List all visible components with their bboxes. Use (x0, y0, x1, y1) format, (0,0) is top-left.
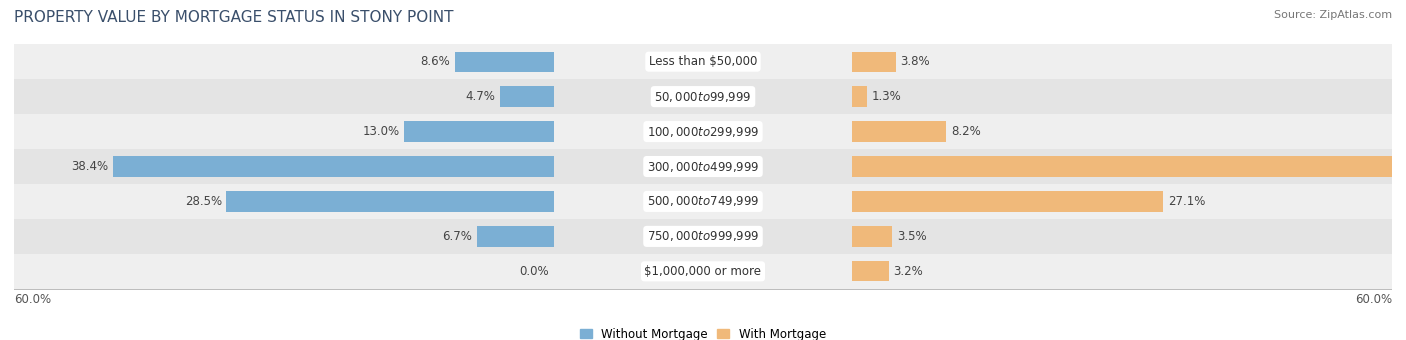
Text: 13.0%: 13.0% (363, 125, 399, 138)
Bar (852, 156, 1406, 177)
Legend: Without Mortgage, With Mortgage: Without Mortgage, With Mortgage (575, 323, 831, 340)
Bar (499, 86, 554, 107)
Text: PROPERTY VALUE BY MORTGAGE STATUS IN STONY POINT: PROPERTY VALUE BY MORTGAGE STATUS IN STO… (14, 10, 454, 25)
Text: 3.5%: 3.5% (897, 230, 927, 243)
Text: $50,000 to $99,999: $50,000 to $99,999 (654, 90, 752, 104)
Bar (852, 226, 893, 246)
Bar (852, 121, 946, 142)
Bar (852, 86, 868, 107)
Bar (14, 184, 1392, 219)
Text: $750,000 to $999,999: $750,000 to $999,999 (647, 230, 759, 243)
Bar (852, 191, 1163, 211)
Bar (14, 149, 1392, 184)
Text: 3.2%: 3.2% (894, 265, 924, 278)
Text: 4.7%: 4.7% (465, 90, 495, 103)
Text: $500,000 to $749,999: $500,000 to $749,999 (647, 194, 759, 208)
Bar (477, 226, 554, 246)
Text: 3.8%: 3.8% (900, 55, 931, 68)
Text: $100,000 to $299,999: $100,000 to $299,999 (647, 124, 759, 139)
Text: 60.0%: 60.0% (1355, 293, 1392, 306)
Text: $300,000 to $499,999: $300,000 to $499,999 (647, 159, 759, 173)
Text: 1.3%: 1.3% (872, 90, 901, 103)
Bar (852, 52, 896, 72)
Text: 60.0%: 60.0% (14, 293, 51, 306)
Bar (14, 114, 1392, 149)
Text: $1,000,000 or more: $1,000,000 or more (644, 265, 762, 278)
Text: 27.1%: 27.1% (1168, 195, 1205, 208)
Bar (456, 52, 554, 72)
Bar (112, 156, 554, 177)
Text: 38.4%: 38.4% (72, 160, 108, 173)
Text: 8.2%: 8.2% (950, 125, 981, 138)
Text: Source: ZipAtlas.com: Source: ZipAtlas.com (1274, 10, 1392, 20)
Bar (14, 219, 1392, 254)
Bar (14, 254, 1392, 289)
Text: 8.6%: 8.6% (420, 55, 450, 68)
Bar (405, 121, 554, 142)
Bar (14, 79, 1392, 114)
Text: Less than $50,000: Less than $50,000 (648, 55, 758, 68)
Text: 0.0%: 0.0% (519, 265, 550, 278)
Bar (852, 261, 889, 282)
Text: 6.7%: 6.7% (443, 230, 472, 243)
Bar (226, 191, 554, 211)
Text: 28.5%: 28.5% (184, 195, 222, 208)
Bar (14, 44, 1392, 79)
